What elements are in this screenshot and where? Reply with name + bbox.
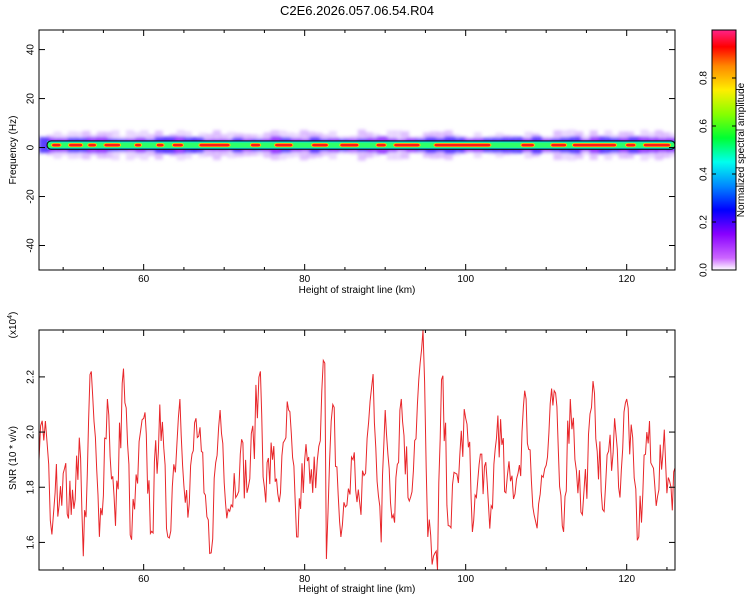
colorbar-tick-label-2: 0.4 bbox=[699, 167, 710, 181]
snr-ytick-label-1: 1.8 bbox=[26, 480, 37, 494]
snr-ytick-label-3: 2.2 bbox=[26, 370, 37, 384]
colorbar-label: Normalized spectral amplitude bbox=[736, 82, 747, 217]
spectrogram-marks bbox=[39, 129, 675, 161]
spectrogram-xtick-label-1: 80 bbox=[299, 274, 311, 285]
spectrogram-hot-17 bbox=[572, 143, 617, 147]
snr-scale-prefix: (x10 bbox=[8, 318, 19, 338]
spectrogram-ytick-label-3: 20 bbox=[26, 93, 37, 105]
spectrogram-hot-13 bbox=[394, 143, 420, 147]
spectrogram-hot-10 bbox=[312, 143, 328, 147]
colorbar: 0.0 0.2 0.4 0.6 0.8 Normalized spectral ampl… bbox=[699, 29, 747, 277]
spectrogram-xtick-label-3: 120 bbox=[618, 274, 635, 285]
snr-frame bbox=[38, 329, 676, 571]
spectrogram-ticks: 60 80 100 120 -40 -20 0 20 40 bbox=[26, 30, 675, 285]
spectrogram-xtick-label-2: 100 bbox=[457, 274, 474, 285]
snr-xtick-label-0: 60 bbox=[138, 574, 150, 585]
spectrogram-hot-5 bbox=[156, 143, 164, 147]
spectrogram-hot-18 bbox=[626, 143, 636, 147]
colorbar-gradient bbox=[711, 29, 737, 271]
spectrogram-band-core bbox=[47, 142, 675, 148]
spectrogram-hot-4 bbox=[134, 143, 142, 147]
snr-scale-close: ) bbox=[8, 312, 19, 315]
spectrogram-hot-1 bbox=[68, 143, 83, 147]
snr-xtick-label-3: 120 bbox=[618, 574, 635, 585]
snr-panel: 60 80 100 120 1.6 1.8 2.0 2.2 Height of straigh… bbox=[7, 312, 676, 595]
spectrogram-ytick-label-4: 40 bbox=[26, 44, 37, 56]
snr-scale-exp: 4 bbox=[7, 315, 14, 319]
spectrogram-hot-19 bbox=[643, 143, 670, 147]
colorbar-tick-label-0: 0.0 bbox=[699, 263, 710, 277]
colorbar-tick-label-1: 0.2 bbox=[699, 215, 710, 229]
spectrogram-ytick-label-2: 0 bbox=[26, 144, 37, 150]
spectrogram-hot-12 bbox=[376, 143, 386, 147]
snr-scale-note: (x104) bbox=[7, 312, 19, 339]
spectrogram-xlabel: Height of straight line (km) bbox=[299, 285, 416, 296]
snr-ytick-label-0: 1.6 bbox=[26, 535, 37, 549]
spectrogram-hot-2 bbox=[88, 143, 96, 147]
colorbar-ticks: 0.0 0.2 0.4 0.6 0.8 bbox=[699, 71, 736, 277]
snr-xtick-label-1: 80 bbox=[299, 574, 311, 585]
spectrogram-hot-9 bbox=[275, 143, 293, 147]
spectrogram-hot-11 bbox=[340, 143, 359, 147]
spectrogram-hot-0 bbox=[52, 143, 61, 147]
spectrogram-hot-7 bbox=[199, 143, 230, 147]
snr-ytick-label-2: 2.0 bbox=[26, 425, 37, 439]
figure-title: C2E6.2026.057.06.54.R04 bbox=[280, 3, 434, 18]
spectrogram-hot-6 bbox=[172, 143, 183, 147]
spectrogram-hot-3 bbox=[104, 143, 121, 147]
spectrogram-ytick-label-1: -20 bbox=[26, 189, 37, 204]
svg-text:(x104): (x104) bbox=[7, 312, 19, 339]
colorbar-tick-label-4: 0.8 bbox=[699, 71, 710, 85]
snr-marks bbox=[39, 330, 675, 570]
spectrogram-xtick-label-0: 60 bbox=[138, 274, 150, 285]
snr-xlabel: Height of straight line (km) bbox=[299, 584, 416, 595]
spectrogram-ylabel: Frequency (Hz) bbox=[8, 116, 19, 185]
snr-ticks: 60 80 100 120 1.6 1.8 2.0 2.2 bbox=[26, 330, 675, 585]
spectrogram-hot-16 bbox=[551, 143, 567, 147]
snr-series-line bbox=[39, 330, 675, 570]
spectrogram-hot-14 bbox=[434, 143, 491, 147]
spectrogram-panel: 60 80 100 120 -40 -20 0 20 40 Height of straight… bbox=[8, 29, 676, 296]
spectrogram-frame bbox=[38, 29, 676, 271]
spectrogram-hot-15 bbox=[521, 143, 534, 147]
spectrogram-ytick-label-0: -40 bbox=[26, 238, 37, 253]
spectrogram-blue-cell bbox=[39, 137, 50, 154]
spectrogram-hot-8 bbox=[250, 143, 261, 147]
snr-xtick-label-2: 100 bbox=[457, 574, 474, 585]
colorbar-tick-label-3: 0.6 bbox=[699, 119, 710, 133]
snr-ylabel: SNR (10 * v/v) bbox=[8, 426, 19, 490]
